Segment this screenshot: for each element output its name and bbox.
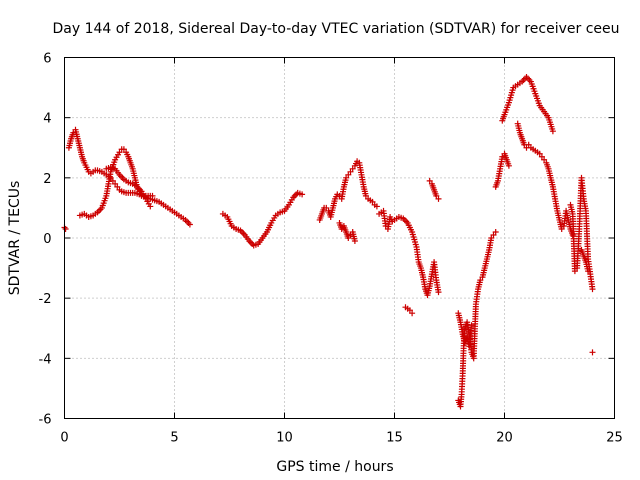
data-point (505, 162, 512, 169)
y-tick-label: 4 (43, 112, 51, 127)
y-tick-label: 6 (43, 52, 51, 67)
series-arc-i (402, 304, 416, 317)
series-arc-j (426, 177, 442, 202)
axis-ticks: 0 5 10 15 20 25 -6 -4 -2 0 2 4 6 (39, 52, 623, 446)
data-point (120, 146, 127, 153)
y-tick-label: -2 (39, 292, 52, 307)
data-point (147, 203, 154, 210)
data-point (362, 192, 369, 199)
data-point (347, 231, 354, 238)
data-point (382, 222, 389, 229)
data-point (299, 191, 306, 198)
data-point (433, 192, 440, 199)
data-point (409, 310, 416, 317)
data-point (435, 195, 442, 202)
series-arc-p (567, 174, 596, 293)
x-tick-label: 20 (496, 431, 513, 446)
chart-title: Day 144 of 2018, Sidereal Day-to-day VTE… (52, 21, 619, 37)
data-point (323, 204, 330, 211)
data-point (70, 129, 77, 136)
x-tick-label: 10 (276, 431, 293, 446)
series-arc-b (65, 126, 156, 199)
series-arc-o (514, 120, 576, 238)
data-point (112, 180, 119, 187)
data-point (549, 128, 556, 135)
data-point (345, 235, 352, 241)
series-arc-f (316, 158, 380, 223)
data-point (345, 171, 352, 178)
series-arc-e (219, 189, 306, 249)
data-point (338, 225, 345, 232)
series-arc-g (336, 219, 358, 245)
series-arc-h (376, 207, 442, 299)
data-point (351, 238, 358, 245)
data-point (62, 225, 69, 232)
data-point (488, 235, 495, 241)
x-tick-label: 5 (170, 431, 178, 446)
data-point (492, 228, 499, 235)
data-point (369, 198, 376, 205)
data-point (373, 203, 380, 210)
data-point (558, 225, 565, 232)
y-axis-title: SDTVAR / TECUs (7, 181, 23, 296)
data-point (499, 153, 506, 160)
data-point (490, 231, 497, 238)
x-tick-label: 25 (606, 431, 623, 446)
data-point (186, 221, 193, 228)
data-point (114, 183, 121, 190)
series-arc-n (499, 74, 556, 135)
series-arc-l (455, 310, 475, 350)
data-point (406, 307, 413, 314)
data-point (343, 174, 350, 181)
data-point (589, 286, 596, 293)
plot-frame (64, 57, 615, 419)
data-point (571, 268, 578, 275)
series-arc-r (589, 349, 596, 356)
data-points (61, 74, 596, 410)
series-arc-m (492, 150, 512, 190)
x-axis-title: GPS time / hours (276, 459, 393, 475)
y-tick-label: -4 (39, 352, 52, 367)
series-arc-a (61, 224, 69, 232)
data-point (468, 322, 475, 329)
y-tick-label: -6 (39, 413, 52, 428)
series-arc-q (578, 247, 592, 275)
data-point (435, 289, 442, 296)
data-point (426, 177, 433, 184)
data-point (109, 177, 116, 184)
data-point (349, 165, 356, 172)
data-point (569, 231, 576, 238)
data-point (116, 149, 123, 156)
data-point (336, 192, 343, 199)
grid-lines (64, 57, 615, 419)
data-point (585, 268, 592, 275)
series-arc-k (455, 228, 499, 410)
x-tick-label: 15 (386, 431, 403, 446)
data-point (541, 156, 548, 163)
data-point (347, 168, 354, 175)
data-point (525, 141, 532, 148)
data-point (477, 277, 484, 284)
series-arc-c (76, 146, 193, 228)
data-point (589, 349, 596, 356)
series-arc-d (103, 164, 154, 210)
data-point (536, 150, 543, 157)
data-point (538, 153, 545, 160)
y-tick-label: 2 (43, 172, 51, 187)
y-tick-label: 0 (43, 232, 51, 247)
x-tick-label: 0 (60, 431, 68, 446)
